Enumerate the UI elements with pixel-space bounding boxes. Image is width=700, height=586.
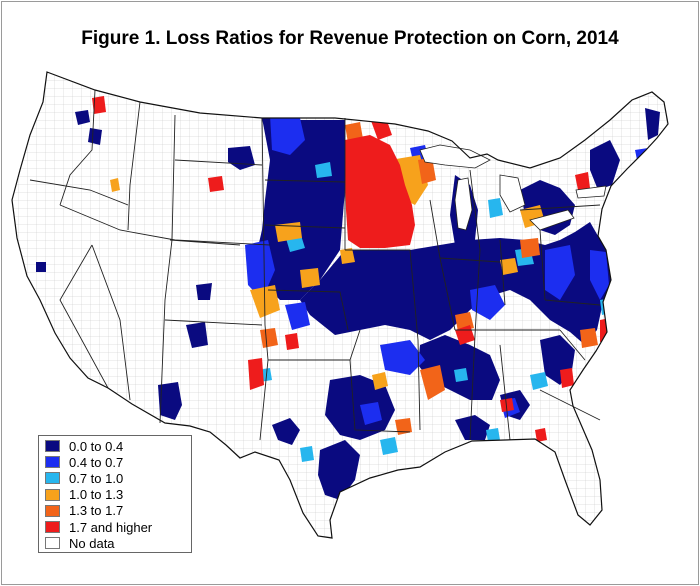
legend-swatch — [45, 488, 60, 501]
legend-swatch — [45, 537, 60, 550]
state-boundaries — [29, 89, 601, 441]
legend-swatch — [45, 521, 60, 534]
loss-ratio-1.7-plus-regions — [92, 96, 612, 442]
legend-item: 1.0 to 1.3 — [39, 487, 191, 503]
legend-label: No data — [69, 535, 115, 551]
legend-label: 1.3 to 1.7 — [69, 503, 124, 519]
figure-title: Figure 1. Loss Ratios for Revenue Protec… — [81, 28, 619, 49]
lake-michigan — [454, 177, 473, 231]
legend-swatch — [45, 472, 60, 485]
legend-item: 0.7 to 1.0 — [39, 470, 191, 486]
map-legend: 0.0 to 0.4 0.4 to 0.7 0.7 to 1.0 1.0 to … — [38, 435, 192, 553]
legend-label: 0.7 to 1.0 — [69, 470, 124, 486]
legend-item: 1.3 to 1.7 — [39, 503, 191, 519]
legend-swatch — [45, 504, 60, 517]
legend-label: 1.7 and higher — [69, 519, 153, 535]
lake-superior — [419, 144, 491, 169]
legend-label: 0.0 to 0.4 — [69, 438, 124, 454]
great-lakes — [419, 144, 607, 231]
legend-label: 1.0 to 1.3 — [69, 487, 124, 503]
legend-item: 0.4 to 0.7 — [39, 454, 191, 470]
legend-label: 0.4 to 0.7 — [69, 454, 124, 470]
legend-item: 0.0 to 0.4 — [39, 438, 191, 454]
lake-huron — [499, 174, 526, 213]
legend-item: No data — [39, 535, 191, 551]
legend-swatch — [45, 456, 60, 469]
legend-item: 1.7 and higher — [39, 519, 191, 535]
lake-ontario — [575, 185, 607, 199]
legend-swatch — [45, 440, 60, 453]
lake-erie — [529, 209, 575, 231]
